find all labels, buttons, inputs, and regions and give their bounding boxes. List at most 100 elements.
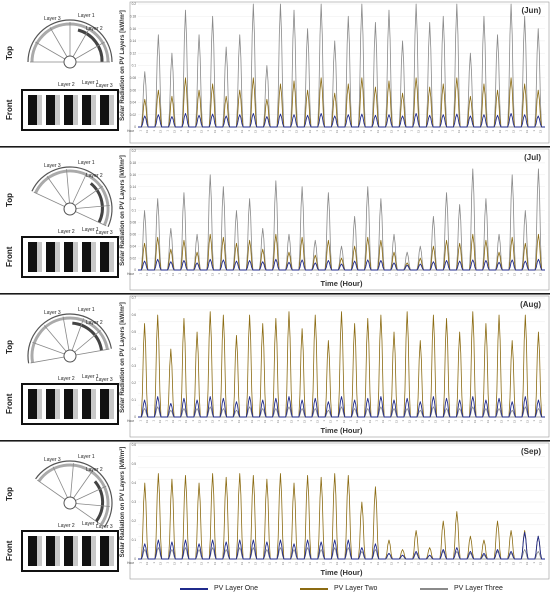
x-tick-label: 13 xyxy=(308,129,312,132)
x-tick-label: 1 xyxy=(230,419,234,421)
x-tick-label: 1 xyxy=(427,419,431,421)
legend-label-layer-one: PV Layer One xyxy=(214,585,258,592)
y-tick-label: 0.6 xyxy=(132,313,137,317)
x-tick-label: 13 xyxy=(498,129,502,132)
legend-label-layer-two: PV Layer Two xyxy=(334,585,378,592)
x-tick-label: 1 xyxy=(519,272,523,274)
front-stripe-dark xyxy=(46,95,55,125)
outer-arc xyxy=(35,460,113,528)
x-tick-label: 13 xyxy=(186,561,190,564)
x-tick-label: 13 xyxy=(444,129,448,132)
x-tick-label: 13 xyxy=(210,419,214,422)
x-tick-label: 13 xyxy=(539,129,543,132)
x-tick-label: 1 xyxy=(401,419,405,421)
front-stripe-light xyxy=(109,95,114,125)
x-tick-label: 1 xyxy=(440,272,444,274)
x-tick-label: 1 xyxy=(493,419,497,421)
front-layer1-label: Layer 1 xyxy=(82,80,99,86)
front-stripe-light xyxy=(109,242,114,272)
x-tick-label: 13 xyxy=(294,561,298,564)
top-view-label: Top xyxy=(5,193,14,207)
legend-swatch-layer-two xyxy=(300,588,328,590)
y-axis-label: Solar Radiation on PV Layers [kW/m²] xyxy=(119,155,126,266)
x-tick-label: 13 xyxy=(145,129,149,132)
x-tick-label: 1 xyxy=(283,272,287,274)
x-tick-label: 13 xyxy=(376,129,380,132)
front-stripe-dark xyxy=(100,389,109,419)
x-tick-label: 13 xyxy=(486,419,490,422)
x-tick-label: 13 xyxy=(289,272,293,275)
x-tick-label: 13 xyxy=(403,129,407,132)
spoke xyxy=(69,502,103,527)
x-tick-label: 1 xyxy=(217,272,221,274)
y-axis-label: Solar Radiation on PV Layers [kW/m²] xyxy=(119,447,126,558)
x-tick-label: 1 xyxy=(383,129,387,131)
x-tick-label: 13 xyxy=(199,129,203,132)
x-tick-label: 13 xyxy=(237,419,241,422)
x-tick-label: 13 xyxy=(210,272,214,275)
x-tick-label: 1 xyxy=(152,129,156,131)
spoke xyxy=(32,341,71,357)
x-tick-label: 13 xyxy=(171,419,175,422)
x-tick-label: 13 xyxy=(250,272,254,275)
series-line-pv-layer-one xyxy=(138,531,545,560)
x-tick-label: 13 xyxy=(389,129,393,132)
x-hour-label: Hour xyxy=(127,272,135,276)
x-tick-label: 13 xyxy=(158,272,162,275)
front-stripe-dark xyxy=(82,536,91,566)
chart-2 xyxy=(129,148,550,291)
front-layer2-label: Layer 2 xyxy=(58,376,75,382)
y-tick-label: 0.2 xyxy=(132,381,137,385)
front-stripe-light xyxy=(91,536,96,566)
spoke xyxy=(69,205,110,210)
x-tick-label: 13 xyxy=(484,561,488,564)
spoke xyxy=(69,348,110,357)
x-tick-label: 1 xyxy=(296,419,300,421)
x-tick-label: 1 xyxy=(220,129,224,131)
x-tick-label: 13 xyxy=(407,272,411,275)
x-tick-label: 13 xyxy=(417,129,421,132)
y-tick-label: 0.14 xyxy=(130,185,136,189)
x-tick-label: 1 xyxy=(179,129,183,131)
series-line-pv-layer-one xyxy=(138,113,545,128)
x-tick-label: 13 xyxy=(227,129,231,132)
spoke xyxy=(43,325,71,357)
x-tick-label: 1 xyxy=(348,419,352,421)
y-tick-label: 0.3 xyxy=(132,500,137,504)
y-tick-label: 0.5 xyxy=(132,462,137,466)
y-tick-label: 0.16 xyxy=(130,173,136,177)
x-tick-label: 13 xyxy=(237,272,241,275)
x-tick-label: 1 xyxy=(178,419,182,421)
y-tick-label: 0.1 xyxy=(132,398,137,402)
front-stripe-dark xyxy=(100,95,109,125)
y-tick-label: 0.4 xyxy=(132,347,137,351)
spoke xyxy=(69,208,107,227)
x-tick-label: 1 xyxy=(532,561,536,563)
x-tick-label: 1 xyxy=(437,129,441,131)
layer1-label: Layer 1 xyxy=(78,160,95,166)
front-stripe-dark xyxy=(46,536,55,566)
x-tick-label: 1 xyxy=(247,561,251,563)
front-layer3-label: Layer 3 xyxy=(96,230,113,236)
x-tick-label: 1 xyxy=(491,129,495,131)
x-tick-label: 13 xyxy=(526,419,530,422)
legend-label-layer-three: PV Layer Three xyxy=(454,585,503,592)
x-hour-label: Hour xyxy=(127,561,135,565)
front-layer1-label: Layer 1 xyxy=(82,521,99,527)
chart-title: (Jun) xyxy=(521,6,541,15)
x-tick-label: 13 xyxy=(199,561,203,564)
x-tick-label: 13 xyxy=(329,272,333,275)
front-layer2-label: Layer 2 xyxy=(58,523,75,529)
x-tick-label: 13 xyxy=(421,419,425,422)
front-stripe-dark xyxy=(100,242,109,272)
y-axis-label: Solar Radiation on PV Layers [kW/m²] xyxy=(119,302,126,413)
x-tick-label: 1 xyxy=(383,561,387,563)
spoke xyxy=(69,27,91,63)
x-tick-label: 13 xyxy=(308,561,312,564)
front-view-label: Front xyxy=(5,540,14,561)
x-tick-label: 13 xyxy=(329,419,333,422)
x-tick-label: 13 xyxy=(158,419,162,422)
spoke xyxy=(62,316,71,357)
chart-title: (Sep) xyxy=(521,447,541,456)
front-stripe-dark xyxy=(28,389,37,419)
